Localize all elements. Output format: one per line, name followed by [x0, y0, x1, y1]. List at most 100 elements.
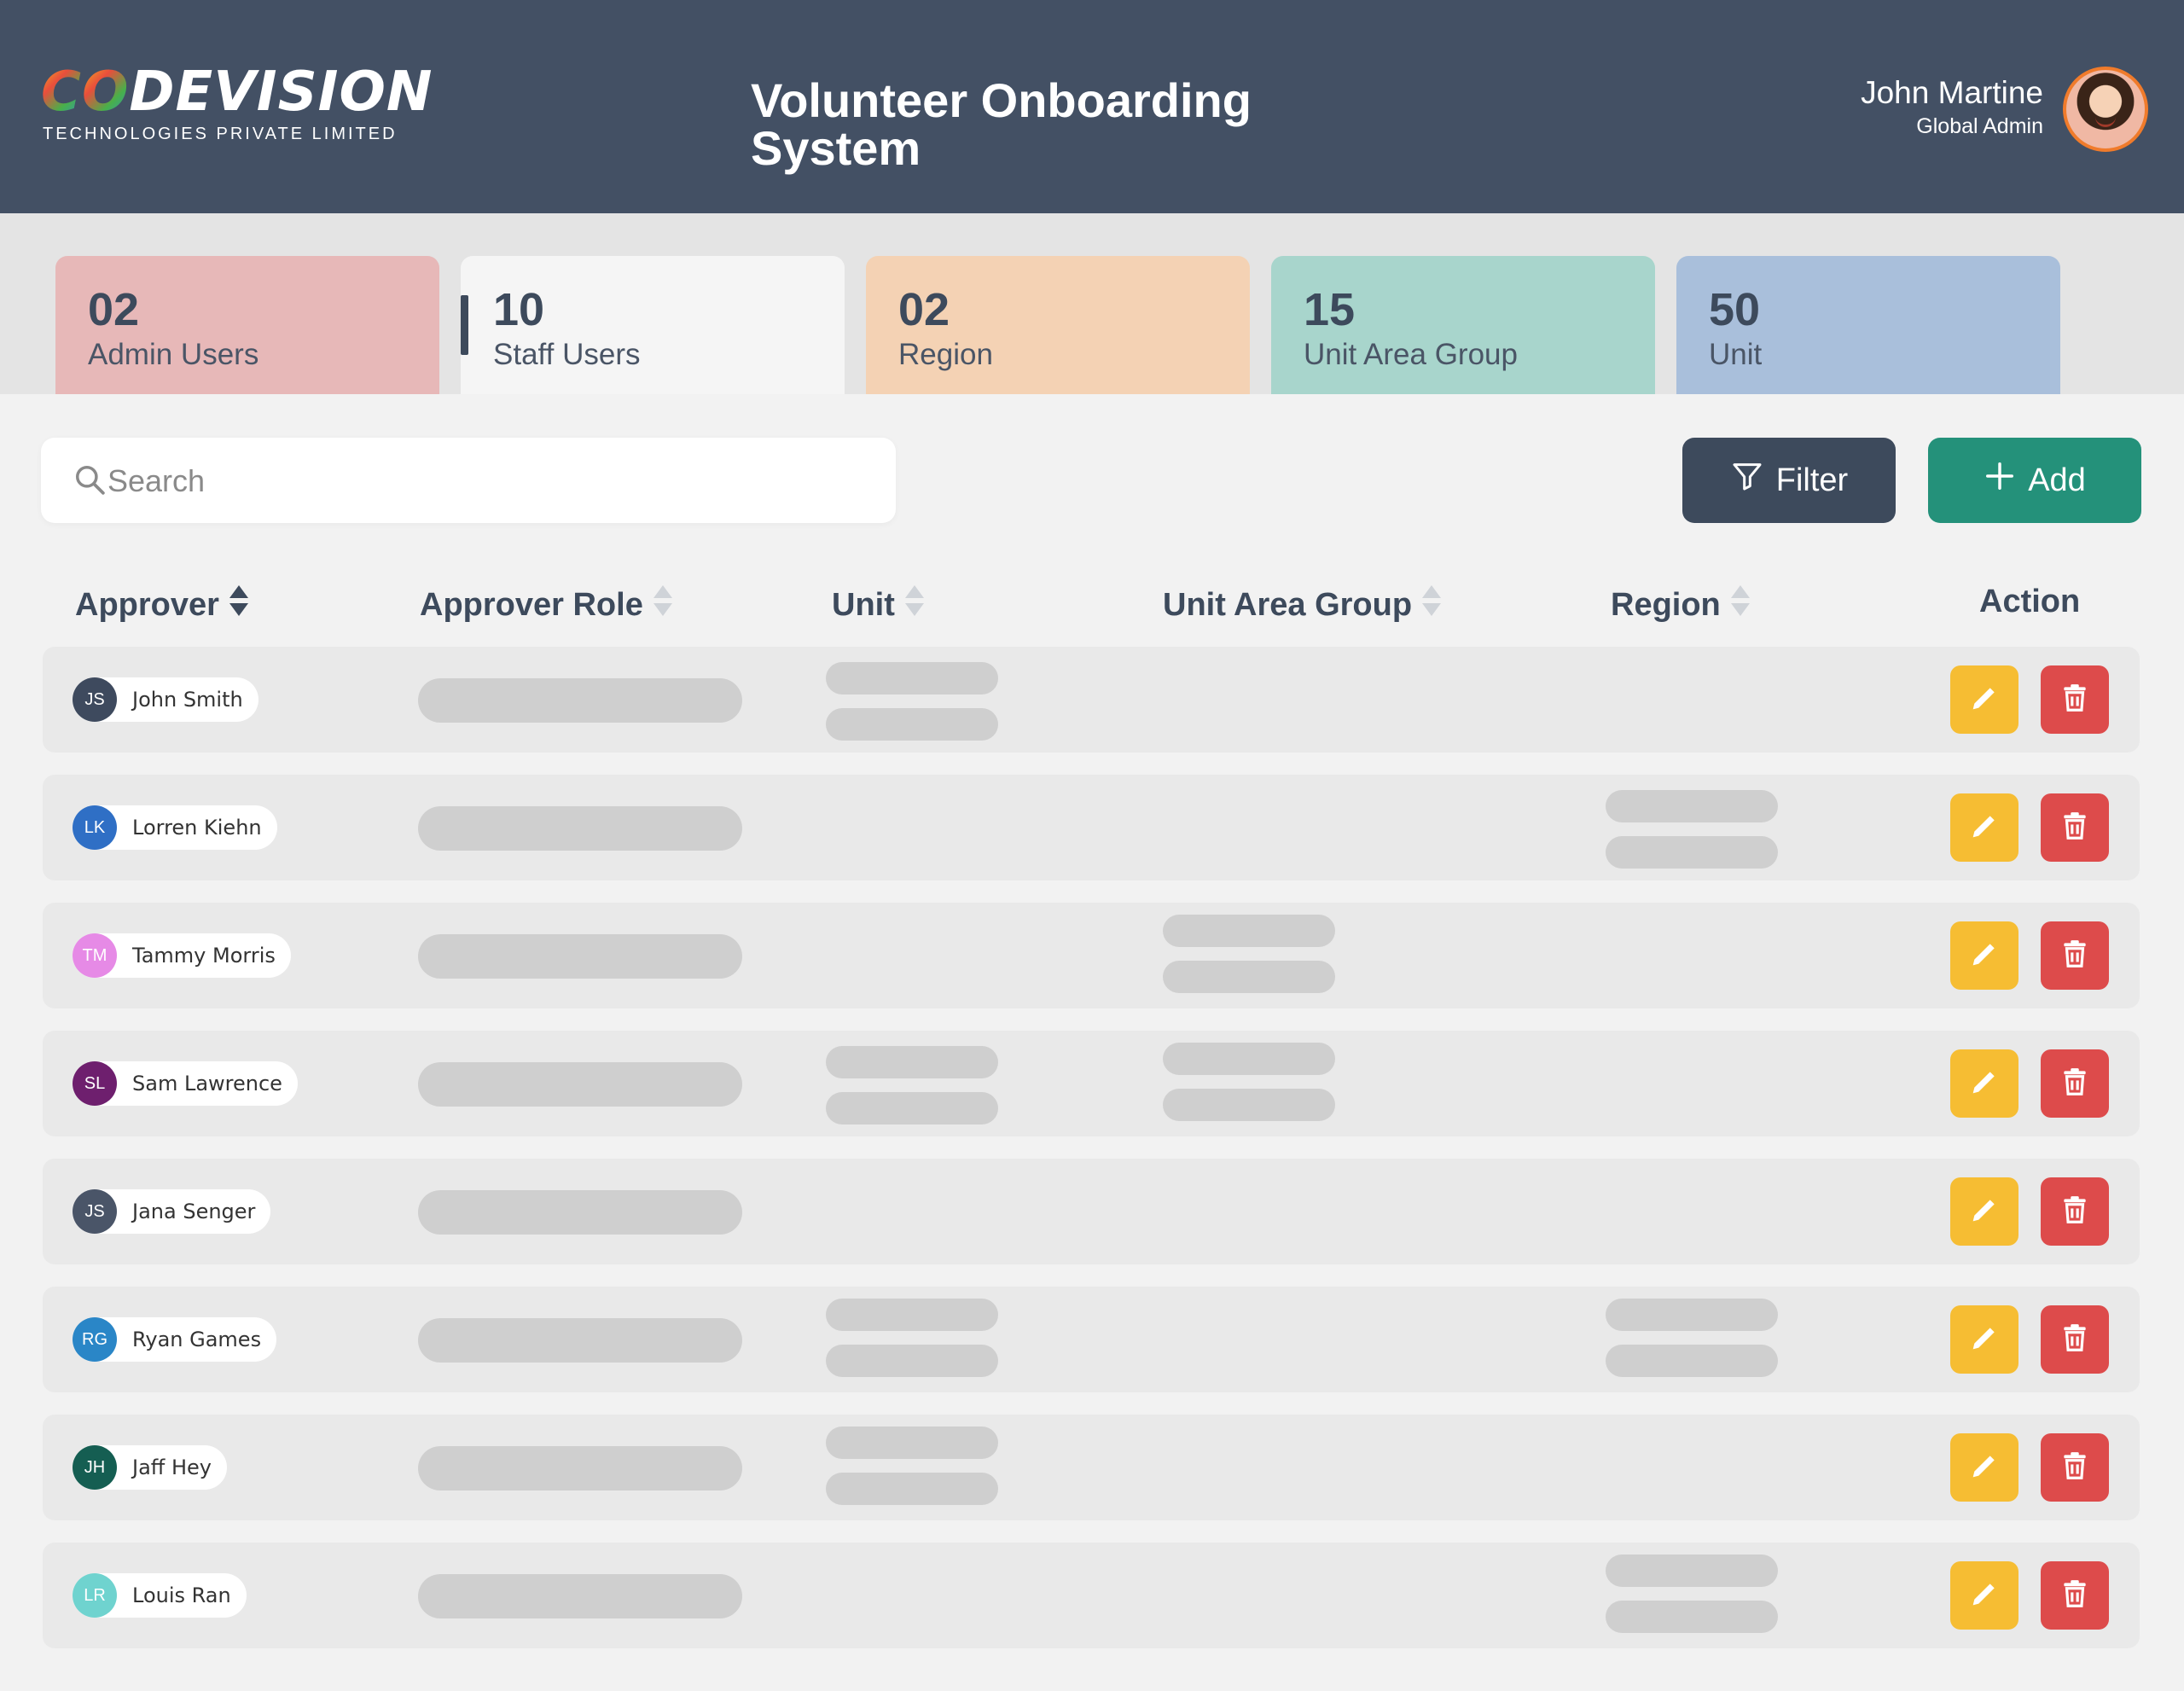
edit-button[interactable] [1950, 1177, 2018, 1246]
approver-chip[interactable]: LK Lorren Kiehn [73, 805, 277, 850]
delete-button[interactable] [2041, 1049, 2109, 1118]
region-placeholder [1606, 1554, 1778, 1587]
column-header-approver-role[interactable]: Approver Role [420, 584, 674, 626]
table-row[interactable]: JS John Smith [43, 647, 2140, 753]
delete-button[interactable] [2041, 1433, 2109, 1502]
approver-chip[interactable]: JS John Smith [73, 677, 258, 722]
trash-icon [2059, 682, 2091, 718]
stat-value: 15 [1304, 284, 1356, 335]
table-row[interactable]: JS Jana Senger [43, 1159, 2140, 1264]
edit-button[interactable] [1950, 1561, 2018, 1630]
delete-button[interactable] [2041, 793, 2109, 862]
delete-button[interactable] [2041, 1177, 2109, 1246]
stat-value: 02 [898, 284, 950, 335]
table-row[interactable]: LK Lorren Kiehn [43, 775, 2140, 880]
column-header-approver[interactable]: Approver [75, 584, 250, 626]
trash-icon [2059, 1578, 2091, 1614]
pencil-icon [1967, 1577, 2001, 1615]
filter-icon [1730, 459, 1764, 502]
edit-button[interactable] [1950, 1305, 2018, 1374]
approver-chip[interactable]: TM Tammy Morris [73, 933, 291, 978]
approver-name: Ryan Games [132, 1328, 262, 1351]
company-logo: CODEVISION [41, 61, 433, 124]
column-header-unit[interactable]: Unit [832, 584, 926, 626]
edit-button[interactable] [1950, 793, 2018, 862]
stat-card-region[interactable]: 02 Region [866, 256, 1250, 394]
approver-role-placeholder [418, 934, 742, 979]
approver-name: Tammy Morris [132, 944, 276, 968]
region-placeholder [1606, 1601, 1778, 1633]
add-button[interactable]: Add [1928, 438, 2141, 523]
approver-chip[interactable]: LR Louis Ran [73, 1573, 247, 1618]
table-row[interactable]: TM Tammy Morris [43, 903, 2140, 1008]
avatar: JS [73, 1189, 117, 1234]
sort-icon[interactable] [1420, 584, 1443, 626]
unit-placeholder [826, 1299, 998, 1331]
column-header-label: Region [1611, 586, 1721, 623]
user-avatar[interactable] [2063, 67, 2148, 152]
region-placeholder [1606, 1299, 1778, 1331]
approver-name: Sam Lawrence [132, 1072, 282, 1095]
region-placeholder [1606, 790, 1778, 822]
approver-chip[interactable]: JH Jaff Hey [73, 1445, 227, 1490]
stat-label: Staff Users [493, 338, 641, 371]
unit-placeholder [826, 708, 998, 741]
delete-button[interactable] [2041, 1561, 2109, 1630]
approver-name: Jana Senger [132, 1200, 256, 1223]
column-header-action: Action [1979, 584, 2080, 620]
column-header-unit-area-group[interactable]: Unit Area Group [1163, 584, 1443, 626]
approver-chip[interactable]: RG Ryan Games [73, 1317, 277, 1362]
edit-button[interactable] [1950, 665, 2018, 734]
sort-icon[interactable] [1729, 584, 1751, 626]
approver-role-placeholder [418, 1062, 742, 1107]
trash-icon [2059, 810, 2091, 846]
pencil-icon [1967, 681, 2001, 719]
edit-button[interactable] [1950, 1049, 2018, 1118]
stat-card-staff-users[interactable]: 10 Staff Users [461, 256, 845, 394]
delete-button[interactable] [2041, 921, 2109, 990]
user-name: John Martine [1861, 75, 2043, 110]
avatar: LK [73, 805, 117, 850]
page-title: Volunteer Onboarding System [751, 73, 1252, 175]
approver-role-placeholder [418, 1446, 742, 1491]
user-role: Global Admin [1916, 114, 2043, 138]
company-logo-subtitle: TECHNOLOGIES PRIVATE LIMITED [43, 125, 398, 143]
stat-value: 50 [1709, 284, 1761, 335]
table-row[interactable]: SL Sam Lawrence [43, 1031, 2140, 1136]
delete-button[interactable] [2041, 1305, 2109, 1374]
sort-icon[interactable] [903, 584, 926, 626]
edit-button[interactable] [1950, 921, 2018, 990]
approver-role-placeholder [418, 1318, 742, 1363]
unit-placeholder [826, 1092, 998, 1124]
stat-card-unit[interactable]: 50 Unit [1676, 256, 2060, 394]
unit-area-group-placeholder [1163, 1089, 1335, 1121]
pencil-icon [1967, 1193, 2001, 1231]
delete-button[interactable] [2041, 665, 2109, 734]
approver-chip[interactable]: SL Sam Lawrence [73, 1061, 298, 1106]
sort-icon[interactable] [228, 584, 250, 626]
sort-icon[interactable] [652, 584, 674, 626]
avatar: RG [73, 1317, 117, 1362]
approver-chip[interactable]: JS Jana Senger [73, 1189, 271, 1234]
plus-icon [1984, 460, 2016, 501]
search-box[interactable] [41, 438, 896, 523]
table-row[interactable]: JH Jaff Hey [43, 1415, 2140, 1520]
column-header-region[interactable]: Region [1611, 584, 1751, 626]
unit-area-group-placeholder [1163, 1043, 1335, 1075]
search-input[interactable] [106, 456, 860, 506]
stat-label: Region [898, 338, 993, 371]
trash-icon [2059, 1066, 2091, 1102]
approver-role-placeholder [418, 678, 742, 723]
search-icon [73, 463, 106, 500]
stat-card-admin-users[interactable]: 02 Admin Users [55, 256, 439, 394]
filter-button[interactable]: Filter [1682, 438, 1896, 523]
table-row[interactable]: RG Ryan Games [43, 1287, 2140, 1392]
app-header: CODEVISION TECHNOLOGIES PRIVATE LIMITED … [0, 0, 2184, 213]
table-row[interactable]: LR Louis Ran [43, 1543, 2140, 1648]
edit-button[interactable] [1950, 1433, 2018, 1502]
stat-card-unit-area-group[interactable]: 15 Unit Area Group [1271, 256, 1655, 394]
pencil-icon [1967, 1449, 2001, 1487]
active-indicator [461, 295, 468, 355]
stat-label: Admin Users [88, 338, 259, 371]
stat-label: Unit [1709, 338, 1763, 371]
